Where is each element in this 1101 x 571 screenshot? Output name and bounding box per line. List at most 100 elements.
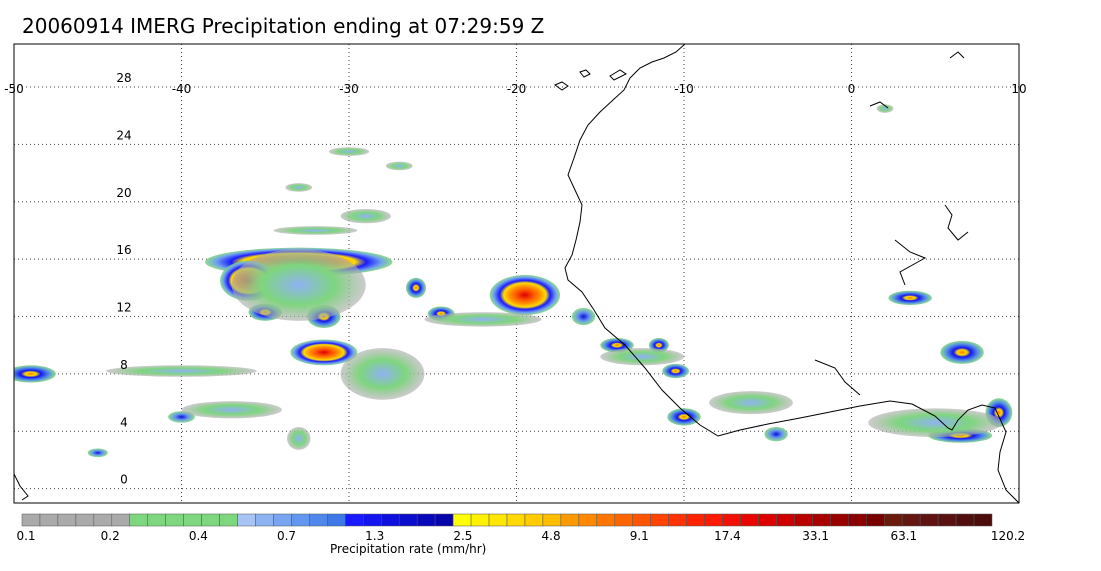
- colorbar-swatch: [614, 513, 633, 527]
- colorbar-tick-label: 63.1: [890, 529, 917, 543]
- colorbar: 0.1 0.2 0.4 0.7 1.3 2.5 4.8 9.1 17.4 33.1 63.1 120.…: [16, 513, 1025, 543]
- lat-tick-label: 12: [116, 301, 131, 315]
- precip-cell: [290, 339, 358, 366]
- colorbar-swatch: [650, 513, 669, 527]
- colorbar-swatch: [632, 513, 651, 527]
- plot-frame: [13, 43, 1020, 504]
- precip-cell: [571, 307, 596, 326]
- colorbar-swatch: [506, 513, 526, 527]
- colorbar-swatch: [111, 513, 131, 527]
- precip-cell: [940, 340, 984, 364]
- colorbar-tick-label: 0.1: [16, 529, 35, 543]
- lon-tick-label: -10: [674, 82, 694, 96]
- colorbar-swatch: [596, 513, 616, 527]
- colorbar-swatch: [201, 513, 220, 527]
- colorbar-swatch: [578, 513, 598, 527]
- island-coastline: [553, 81, 569, 91]
- colorbar-swatch: [183, 513, 202, 527]
- precip-cell: [489, 274, 561, 316]
- colorbar-swatch: [39, 513, 59, 527]
- colorbar-swatch: [57, 513, 77, 527]
- colorbar-swatch: [866, 513, 885, 527]
- grid-lines: [14, 44, 1019, 503]
- colorbar-swatch: [722, 513, 741, 527]
- colorbar-tick-label: 17.4: [714, 529, 741, 543]
- precip-cell: [709, 391, 793, 415]
- precip-cell: [287, 426, 311, 450]
- river-outline: [814, 359, 861, 396]
- island-coastline: [869, 101, 889, 109]
- precip-cell: [876, 104, 894, 113]
- precip-cell: [87, 448, 108, 458]
- colorbar-swatch: [381, 513, 400, 527]
- colorbar-swatch: [273, 513, 292, 527]
- colorbar-swatch: [848, 513, 867, 527]
- colorbar-swatch: [309, 513, 328, 527]
- precip-cell: [667, 408, 701, 426]
- colorbar-swatch: [219, 513, 238, 527]
- colorbar-swatch: [901, 513, 921, 527]
- precip-cell: [600, 338, 634, 353]
- africa-coastline: [564, 44, 1019, 503]
- colorbar-swatch: [291, 513, 310, 527]
- precip-cell: [385, 161, 413, 171]
- colorbar-swatch: [21, 513, 41, 527]
- colorbar-swatch: [524, 513, 544, 527]
- colorbar-swatch: [560, 513, 580, 527]
- precip-cell: [888, 290, 932, 306]
- colorbar-swatch: [165, 513, 184, 527]
- lon-tick-label: -20: [507, 82, 527, 96]
- colorbar-swatch: [488, 513, 508, 527]
- colorbar-swatch: [883, 513, 903, 527]
- colorbar-tick-label: 1.3: [365, 529, 384, 543]
- river-outline: [944, 204, 969, 241]
- coastline: [14, 44, 1019, 503]
- island-coastline: [609, 69, 627, 81]
- lat-tick-label: 16: [116, 243, 131, 257]
- river-outline: [894, 239, 927, 286]
- colorbar-swatch: [542, 513, 562, 527]
- precip-cell: [662, 363, 690, 379]
- colorbar-swatch: [255, 513, 274, 527]
- island-coastline: [949, 51, 965, 59]
- colorbar-swatch: [75, 513, 95, 527]
- lat-tick-label: 20: [116, 186, 131, 200]
- colorbar-swatch: [345, 513, 364, 527]
- precip-cell: [764, 426, 788, 442]
- map-title: 20060914 IMERG Precipitation ending at 0…: [22, 14, 545, 38]
- colorbar-tick-label: 0.4: [189, 529, 208, 543]
- colorbar-swatch: [794, 513, 813, 527]
- lat-tick-label: 8: [120, 358, 128, 372]
- precip-cell: [424, 312, 542, 327]
- colorbar-swatch: [434, 513, 454, 527]
- precip-cell: [106, 365, 257, 377]
- colorbar-swatch: [919, 513, 939, 527]
- precip-cell: [14, 365, 56, 383]
- colorbar-swatch: [776, 513, 795, 527]
- colorbar-swatch: [704, 513, 723, 527]
- colorbar-swatch: [937, 513, 957, 527]
- colorbar-swatch: [147, 513, 166, 527]
- colorbar-swatch: [363, 513, 382, 527]
- lat-tick-label: 24: [116, 128, 131, 142]
- colorbar-tick-label: 2.5: [453, 529, 472, 543]
- lon-tick-label: 10: [1011, 82, 1026, 96]
- precip-cell: [600, 348, 684, 366]
- precip-cell: [168, 411, 195, 423]
- colorbar-swatch: [955, 513, 975, 527]
- precip-cell: [340, 208, 391, 224]
- colorbar-label: Precipitation rate (mm/hr): [330, 542, 487, 556]
- colorbar-swatch: [237, 513, 256, 527]
- colorbar-swatch: [470, 513, 490, 527]
- precip-cell: [340, 348, 425, 400]
- colorbar-tick-label: 9.1: [630, 529, 649, 543]
- colorbar-swatch: [93, 513, 113, 527]
- precip-cell: [273, 226, 358, 235]
- lat-tick-label: 4: [120, 415, 128, 429]
- colorbar-swatch: [398, 513, 418, 527]
- colorbar-swatch: [452, 513, 472, 527]
- colorbar-swatch: [668, 513, 687, 527]
- lat-tick-label: 28: [116, 71, 131, 85]
- lon-tick-label: -40: [172, 82, 192, 96]
- precip-cell: [405, 277, 427, 298]
